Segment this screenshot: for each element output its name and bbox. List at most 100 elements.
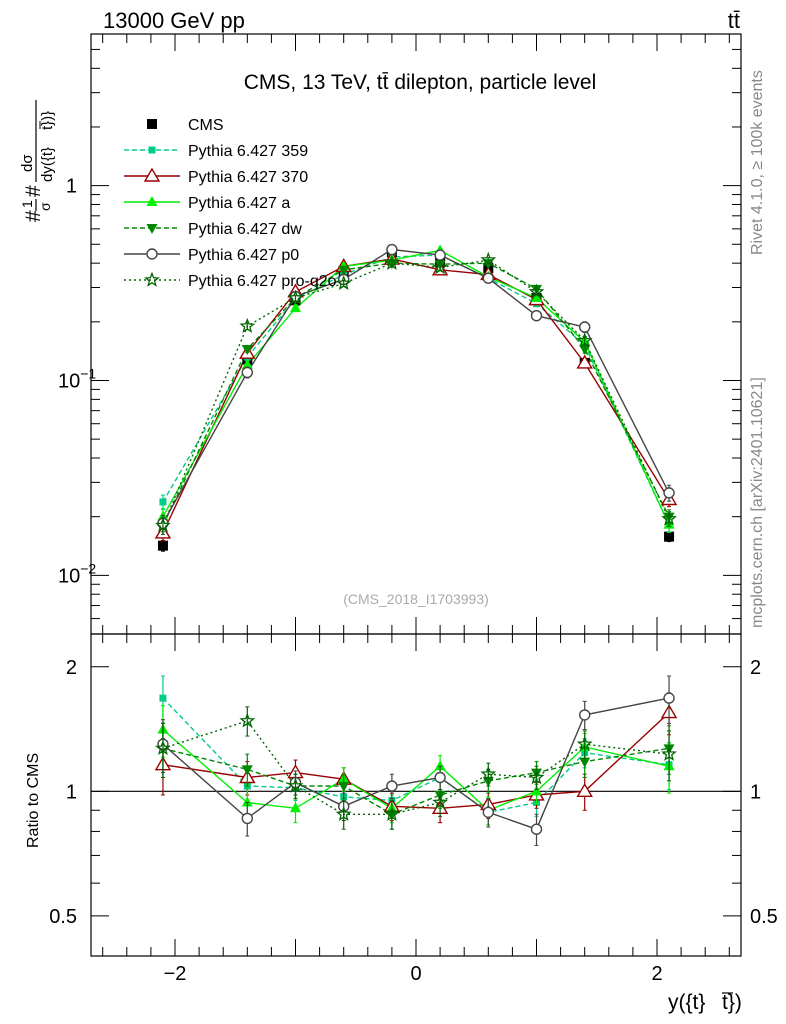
- main-data-point: [663, 487, 675, 499]
- ratio-data-point: [239, 712, 256, 728]
- main-series-line: [162, 258, 670, 534]
- ylabel-sigma: σ: [37, 202, 53, 211]
- ylabel-hash-right: #: [22, 185, 45, 197]
- legend-label: Pythia 6.427 370: [188, 169, 308, 186]
- x-tick-label: 2: [651, 963, 662, 985]
- ratio-data-point: [576, 735, 593, 751]
- legend-entry: Pythia 6.427 dw: [124, 221, 302, 238]
- ratio-data-point: [155, 740, 171, 756]
- main-data-point: [159, 498, 167, 506]
- ratio-data-point: [528, 769, 545, 785]
- legend: CMS Pythia 6.427 359 Pythia 6.427 370 Pythi…: [124, 117, 337, 290]
- main-data-point: [579, 321, 591, 333]
- legend-label: CMS: [188, 117, 224, 134]
- x-tick-label: −2: [164, 963, 187, 985]
- legend-label: Pythia 6.427 359: [188, 143, 308, 160]
- ratio-data-point: [482, 806, 494, 818]
- xlabel-tbar: t}): [722, 991, 742, 1014]
- main-series-line: [162, 262, 670, 526]
- main-series-group: [154, 243, 678, 552]
- xlabel-text: y({t}: [668, 991, 705, 1014]
- ylabel-hash-left: #: [22, 210, 45, 222]
- ratio-series-line: [162, 747, 670, 816]
- ratio-series-line: [162, 712, 670, 810]
- header-process-label: tt̄: [728, 8, 740, 33]
- ratio-data-point: [338, 782, 350, 793]
- main-data-point: [482, 272, 494, 284]
- ratio-data-point: [434, 771, 446, 784]
- analysis-watermark: (CMS_2018_I1703993): [343, 591, 489, 607]
- ratio-y-tick-label: 1: [66, 781, 77, 803]
- main-data-point: [664, 531, 675, 542]
- legend-entry: Pythia 6.427 a: [124, 195, 290, 212]
- legend-marker: [146, 248, 158, 260]
- ratio-y-tick-label-right: 2: [750, 657, 761, 679]
- main-data-point: [290, 302, 301, 313]
- x-axis-label: y({t} t}): [668, 991, 742, 1014]
- main-data-point: [434, 249, 446, 261]
- main-data-point: [576, 332, 593, 348]
- main-data-point: [383, 254, 400, 270]
- ratio-panel: 2 2 1 1 0.5 0.5 −2 0 2 Ratio to CMS y({t} t}): [25, 633, 778, 1014]
- main-axes: 1 10−1 10−2: [58, 33, 741, 635]
- legend-entry: Pythia 6.427 370: [124, 167, 308, 186]
- legend-marker: [143, 167, 161, 182]
- main-data-point: [480, 251, 497, 267]
- main-data-point: [432, 259, 448, 275]
- main-y-tick-label: 10−2: [58, 560, 96, 587]
- legend-marker: [146, 196, 158, 206]
- ratio-data-point: [531, 785, 542, 796]
- ratio-series-line: [162, 729, 670, 812]
- main-data-point: [531, 292, 542, 303]
- main-data-point: [241, 345, 253, 356]
- x-tick-label: 0: [410, 963, 421, 985]
- ratio-data-point: [579, 757, 591, 768]
- ratio-data-point: [663, 692, 675, 704]
- ylabel-dsigma: dσ: [19, 154, 36, 172]
- ratio-data-point: [530, 823, 543, 835]
- main-data-point: [287, 289, 304, 305]
- legend-marker: [144, 271, 160, 287]
- ratio-data-point: [579, 709, 591, 721]
- legend-marker: [148, 146, 156, 154]
- main-data-point: [576, 354, 593, 369]
- ylabel-one: 1: [19, 200, 35, 208]
- ratio-data-point: [241, 812, 254, 825]
- ratio-y-tick-label: 2: [66, 657, 77, 679]
- legend-marker: [147, 119, 157, 129]
- ratio-data-point: [335, 805, 352, 822]
- main-data-point: [335, 275, 352, 291]
- main-data-point: [157, 540, 168, 551]
- legend-entry: CMS: [147, 117, 224, 134]
- side-text-rivet: Rivet 4.1.0, ≥ 100k events: [749, 70, 766, 255]
- main-data-point: [528, 283, 545, 299]
- ratio-y-axis-label: Ratio to CMS: [25, 753, 42, 848]
- main-data-point: [530, 310, 543, 322]
- legend-label: Pythia 6.427 p0: [188, 247, 299, 264]
- main-y-tick-label: 1: [66, 176, 77, 198]
- ylabel-tbar: t})}: [39, 111, 56, 130]
- legend-entry: Pythia 6.427 359: [124, 143, 308, 160]
- legend-entry: Pythia 6.427 p0: [124, 247, 299, 264]
- ratio-data-point: [434, 760, 446, 771]
- main-data-point: [661, 510, 677, 526]
- legend-label: Pythia 6.427 pro-q2o: [188, 273, 337, 290]
- main-series-line: [162, 248, 670, 524]
- ratio-series-group: [154, 675, 678, 846]
- main-y-axis-label: # 1 σ # dσ dy({t} t})}: [19, 100, 56, 222]
- ratio-series-line: [162, 697, 670, 814]
- legend-label: Pythia 6.427 dw: [188, 221, 302, 238]
- ratio-frame: [90, 633, 742, 957]
- ratio-data-point: [432, 794, 449, 810]
- main-series-line: [162, 254, 670, 525]
- main-series-line: [162, 259, 670, 526]
- ratio-data-point: [576, 782, 593, 798]
- main-y-tick-label: 10−1: [58, 365, 96, 392]
- ratio-data-point: [159, 694, 167, 702]
- legend-marker: [146, 224, 158, 234]
- ratio-data-point: [480, 765, 497, 781]
- ratio-series-line: [162, 697, 670, 831]
- side-text-mcplots: mcplots.cern.ch [arXiv:2401.10621]: [749, 377, 766, 628]
- ratio-data-point: [290, 802, 301, 813]
